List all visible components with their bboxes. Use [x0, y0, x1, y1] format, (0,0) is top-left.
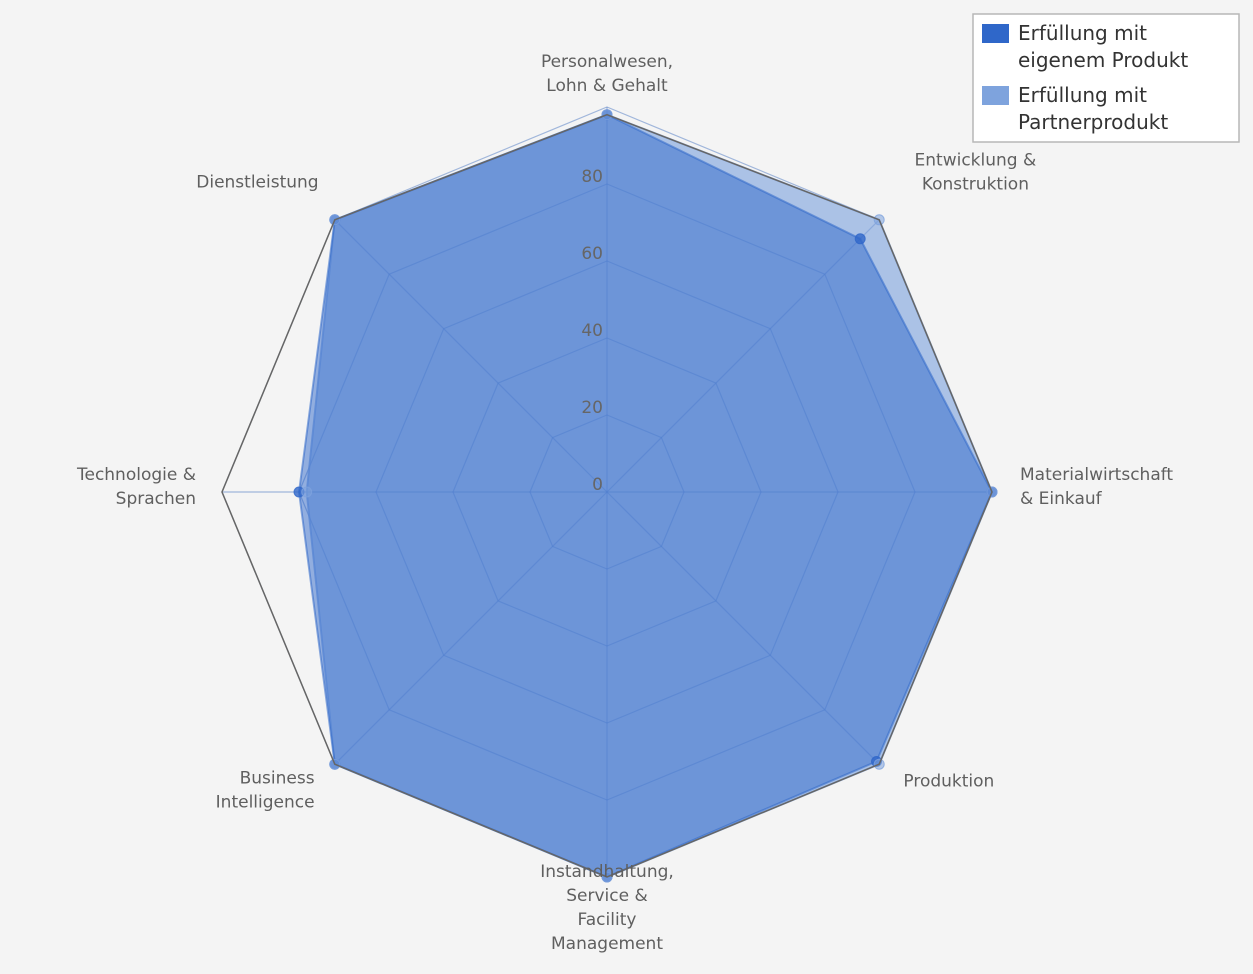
axis-label-layer: Personalwesen, Lohn & Gehalt Entwicklung &…: [76, 52, 1173, 954]
legend: Erfüllung mit eigenem Produkt Erfüllung mi…: [972, 13, 1240, 143]
tick-label: 80: [581, 167, 603, 187]
radar-outline-layer: [221, 113, 993, 878]
tick-label: 0: [592, 475, 603, 495]
tick-label: 40: [581, 321, 603, 341]
legend-label: Erfüllung mit Partnerprodukt: [1018, 83, 1168, 134]
axis-label: Dienstleistung: [196, 173, 318, 193]
data-point: [301, 486, 313, 498]
radar-outline: [221, 113, 993, 878]
legend-swatch: [982, 24, 1009, 43]
radar-series-layer: [293, 109, 998, 883]
axis-label: Produktion: [903, 771, 994, 791]
series-polygon-1: [297, 113, 994, 879]
axis-label: Materialwirtschaft & Einkauf: [1020, 465, 1173, 509]
tick-label: 60: [581, 244, 603, 264]
legend-box: [972, 13, 1240, 143]
tick-label: 20: [581, 398, 603, 418]
axis-label: Entwicklung & Konstruktion: [915, 151, 1037, 195]
axis-label: Personalwesen, Lohn & Gehalt: [541, 52, 673, 96]
legend-label: Erfüllung mit eigenem Produkt: [1018, 21, 1188, 72]
axis-label: Instandhaltung, Service & Facility Manageme…: [540, 862, 674, 954]
tick-label-layer: 0 20 40 60 80: [581, 167, 603, 495]
legend-swatch: [982, 86, 1009, 105]
axis-label: Technologie & Sprachen: [76, 465, 196, 509]
data-point: [854, 233, 866, 245]
axis-label: Business Intelligence: [216, 768, 315, 812]
